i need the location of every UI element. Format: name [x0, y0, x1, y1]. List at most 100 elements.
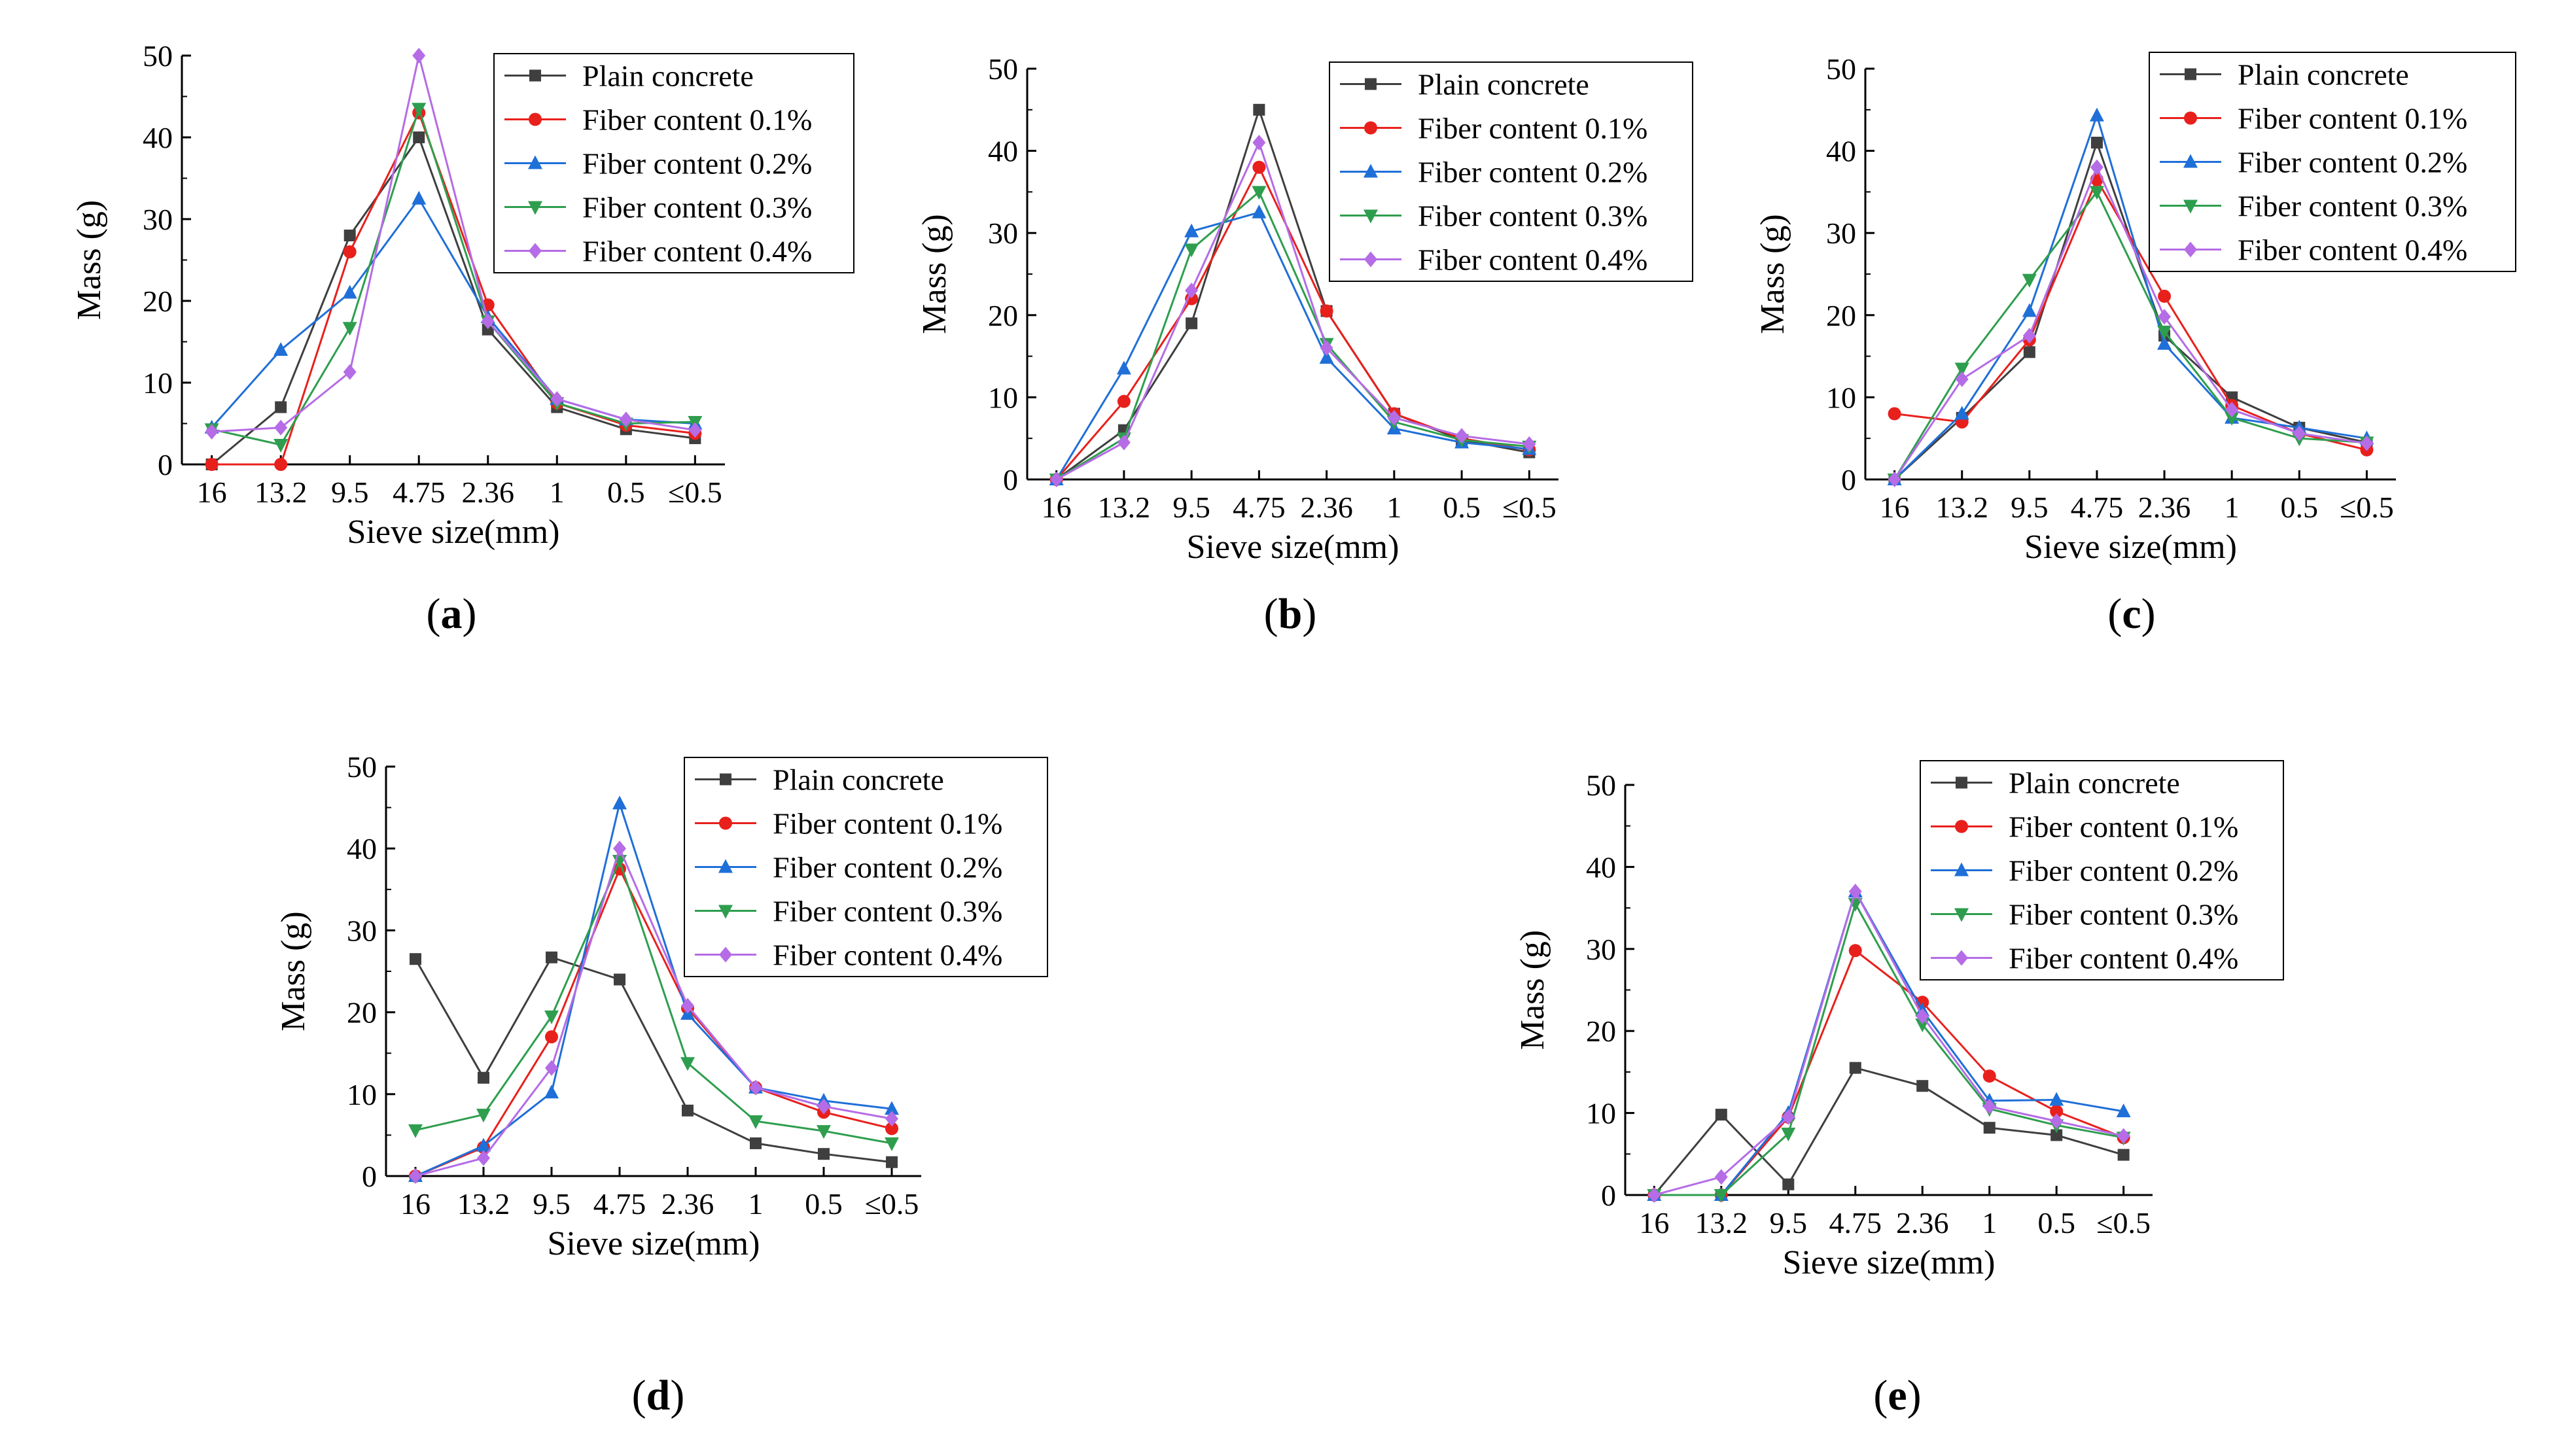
x-axis-title: Sieve size(mm) — [1187, 529, 1399, 566]
data-point-fiber-content-0-1 — [1982, 1069, 1996, 1083]
panel-label: (b) — [1264, 590, 1317, 638]
x-tick-label: 13.2 — [1695, 1206, 1748, 1239]
data-point-fiber-content-0-2 — [273, 342, 289, 356]
data-point-fiber-content-0-2 — [476, 1137, 491, 1152]
data-point-fiber-content-0-3 — [273, 439, 289, 453]
legend-entry: Fiber content 0.3% — [2009, 898, 2238, 931]
legend-swatch-marker — [2184, 111, 2197, 125]
data-point-plain-concrete — [1916, 1080, 1929, 1092]
legend-entry: Plain concrete — [582, 60, 754, 93]
series-line-fiber-content-0-3 — [1055, 190, 1530, 481]
series-line-fiber-content-0-4 — [1055, 139, 1530, 481]
data-point-fiber-content-0-4 — [1185, 283, 1199, 299]
legend-entry: Fiber content 0.3% — [1418, 199, 1647, 233]
legend: Plain concrete Fiber content 0.1% Fiber co… — [2149, 52, 2516, 272]
x-tick-label: 2.36 — [661, 1187, 714, 1221]
data-point-fiber-content-0-4 — [408, 1168, 422, 1184]
data-point-fiber-content-0-1 — [1117, 394, 1131, 408]
data-point-fiber-content-0-4 — [1916, 1008, 1929, 1024]
data-point-fiber-content-0-4 — [412, 48, 426, 63]
data-point-plain-concrete — [343, 230, 356, 241]
data-point-fiber-content-0-4 — [1049, 472, 1063, 487]
data-point-fiber-content-0-2 — [612, 795, 627, 810]
x-tick-label: 16 — [1042, 491, 1072, 524]
data-point-fiber-content-0-4 — [2050, 1113, 2064, 1130]
x-tick-label: 2.36 — [462, 476, 515, 509]
series-line-plain-concrete — [211, 135, 695, 466]
legend-swatch-marker — [2185, 68, 2196, 80]
series-line-fiber-content-0-1 — [211, 110, 695, 466]
legend: Plain concrete Fiber content 0.1% Fiber co… — [1920, 760, 2284, 980]
series-line-plain-concrete — [1653, 1066, 2124, 1196]
data-point-fiber-content-0-3 — [817, 1125, 832, 1139]
legend-entry: Fiber content 0.3% — [2238, 190, 2467, 223]
data-point-plain-concrete — [275, 401, 287, 413]
data-point-fiber-content-0-3 — [2157, 325, 2172, 339]
data-point-fiber-content-0-4 — [2293, 425, 2306, 442]
legend-entry: Fiber content 0.3% — [773, 895, 1002, 928]
y-tick-label: 30 — [347, 914, 377, 947]
legend-swatch-marker — [719, 946, 732, 963]
data-point-fiber-content-0-4 — [343, 364, 357, 380]
data-point-fiber-content-0-4 — [2225, 402, 2239, 418]
data-point-plain-concrete — [1253, 103, 1265, 116]
data-point-fiber-content-0-3 — [412, 103, 427, 117]
series-line-fiber-content-0-3 — [1893, 190, 2367, 480]
x-tick-label: 13.2 — [1098, 491, 1151, 524]
y-tick-label: 30 — [143, 203, 173, 236]
x-tick-label: 0.5 — [2037, 1206, 2075, 1239]
series-line-fiber-content-0-4 — [1653, 889, 2124, 1196]
data-point-plain-concrete — [886, 1156, 898, 1168]
data-point-fiber-content-0-4 — [1982, 1098, 1996, 1115]
data-point-fiber-content-0-4 — [476, 1150, 490, 1166]
chart-panel-c: 0 10 20 30 40 50 16 13.2 9.5 4.75 2.36 1 0.5 ≤0.5 Siev… — [1754, 52, 2516, 638]
legend-swatch-marker — [2183, 154, 2198, 168]
data-point-plain-concrete — [477, 1071, 489, 1084]
x-tick-label: 0.5 — [607, 476, 645, 509]
legend-entry: Fiber content 0.4% — [582, 235, 812, 268]
legend-swatch-marker — [1954, 862, 1969, 876]
x-tick-label: 0.5 — [805, 1187, 843, 1221]
data-point-fiber-content-0-1 — [274, 458, 288, 471]
data-point-fiber-content-0-3 — [1781, 1127, 1796, 1141]
legend-swatch-marker — [529, 69, 541, 82]
y-tick-label: 10 — [347, 1078, 377, 1111]
y-tick-label: 40 — [143, 121, 173, 154]
data-point-fiber-content-0-4 — [817, 1098, 831, 1115]
data-point-fiber-content-0-2 — [2157, 336, 2172, 350]
y-tick-label: 20 — [1826, 299, 1856, 332]
data-point-fiber-content-0-4 — [619, 411, 633, 428]
y-tick-label: 10 — [1586, 1097, 1616, 1130]
legend-entry: Fiber content 0.2% — [773, 851, 1002, 884]
x-tick-label: 1 — [550, 476, 565, 509]
series-line-fiber-content-0-4 — [1893, 164, 2367, 480]
legend-swatch-marker — [1363, 209, 1378, 224]
y-tick-label: 30 — [1586, 933, 1616, 966]
x-tick-label: 2.36 — [1896, 1206, 1949, 1239]
x-tick-label: 9.5 — [331, 476, 369, 509]
x-tick-label: 9.5 — [2011, 491, 2049, 524]
x-tick-label: 16 — [400, 1187, 431, 1221]
data-point-plain-concrete — [818, 1148, 830, 1160]
data-point-plain-concrete — [750, 1137, 762, 1149]
y-tick-label: 40 — [1586, 850, 1616, 884]
data-point-fiber-content-0-3 — [885, 1137, 900, 1151]
y-tick-label: 0 — [362, 1160, 377, 1193]
panel-label: (d) — [632, 1372, 685, 1419]
legend-entry: Plain concrete — [1418, 68, 1589, 101]
data-point-fiber-content-0-3 — [342, 322, 357, 336]
legend-swatch-marker — [718, 905, 733, 919]
data-point-fiber-content-0-4 — [1320, 340, 1333, 356]
data-point-fiber-content-0-3 — [2089, 186, 2104, 200]
legend-swatch-marker — [528, 155, 542, 169]
data-point-fiber-content-0-4 — [1848, 884, 1862, 900]
data-point-fiber-content-0-3 — [1714, 1189, 1729, 1203]
legend-swatch-marker — [720, 773, 731, 786]
data-point-plain-concrete — [1782, 1178, 1795, 1190]
data-point-fiber-content-0-4 — [2022, 328, 2036, 344]
x-tick-label: 9.5 — [1770, 1206, 1808, 1239]
data-point-plain-concrete — [2117, 1149, 2130, 1161]
y-axis-title: Mass (g) — [1514, 930, 1551, 1050]
data-point-fiber-content-0-1 — [544, 1030, 558, 1044]
